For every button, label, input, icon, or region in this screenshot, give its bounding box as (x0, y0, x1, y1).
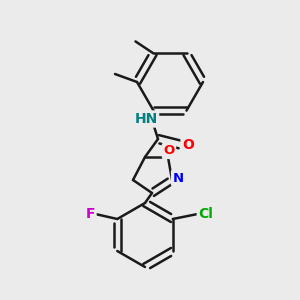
Text: F: F (85, 207, 95, 221)
Text: N: N (172, 172, 184, 184)
Text: Cl: Cl (198, 207, 213, 221)
Text: O: O (164, 145, 175, 158)
Text: O: O (182, 138, 194, 152)
Text: HN: HN (134, 112, 158, 126)
